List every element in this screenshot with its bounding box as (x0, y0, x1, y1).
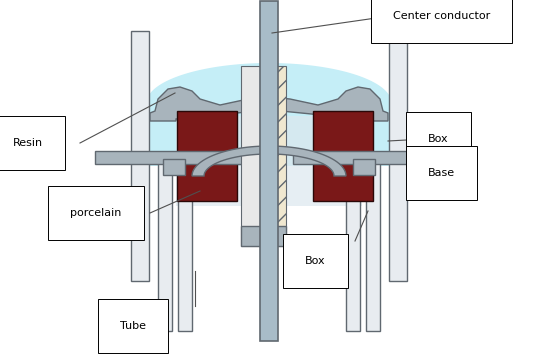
Text: Base: Base (428, 168, 455, 178)
Text: porcelain: porcelain (70, 208, 122, 218)
Text: Center conductor: Center conductor (393, 11, 490, 21)
Text: Box: Box (428, 134, 449, 144)
Bar (389, 31, 407, 281)
Text: Box: Box (305, 256, 325, 266)
Bar (366, 161, 380, 331)
Bar (313, 111, 373, 201)
Bar (241, 226, 286, 246)
Polygon shape (192, 146, 346, 176)
Bar (146, 103, 392, 166)
Bar (353, 159, 375, 175)
Bar (131, 31, 149, 281)
Bar (346, 166, 360, 331)
Bar (178, 166, 192, 331)
Bar (241, 66, 264, 246)
Bar (293, 151, 443, 164)
Bar (260, 1, 278, 341)
Bar (158, 161, 172, 331)
Bar (163, 159, 185, 175)
Bar (177, 111, 237, 201)
Bar (264, 66, 286, 246)
Text: Resin: Resin (13, 138, 43, 148)
Polygon shape (146, 63, 392, 103)
Polygon shape (150, 87, 388, 121)
Text: Tube: Tube (120, 321, 146, 331)
Bar (95, 151, 245, 164)
Bar (176, 116, 362, 206)
